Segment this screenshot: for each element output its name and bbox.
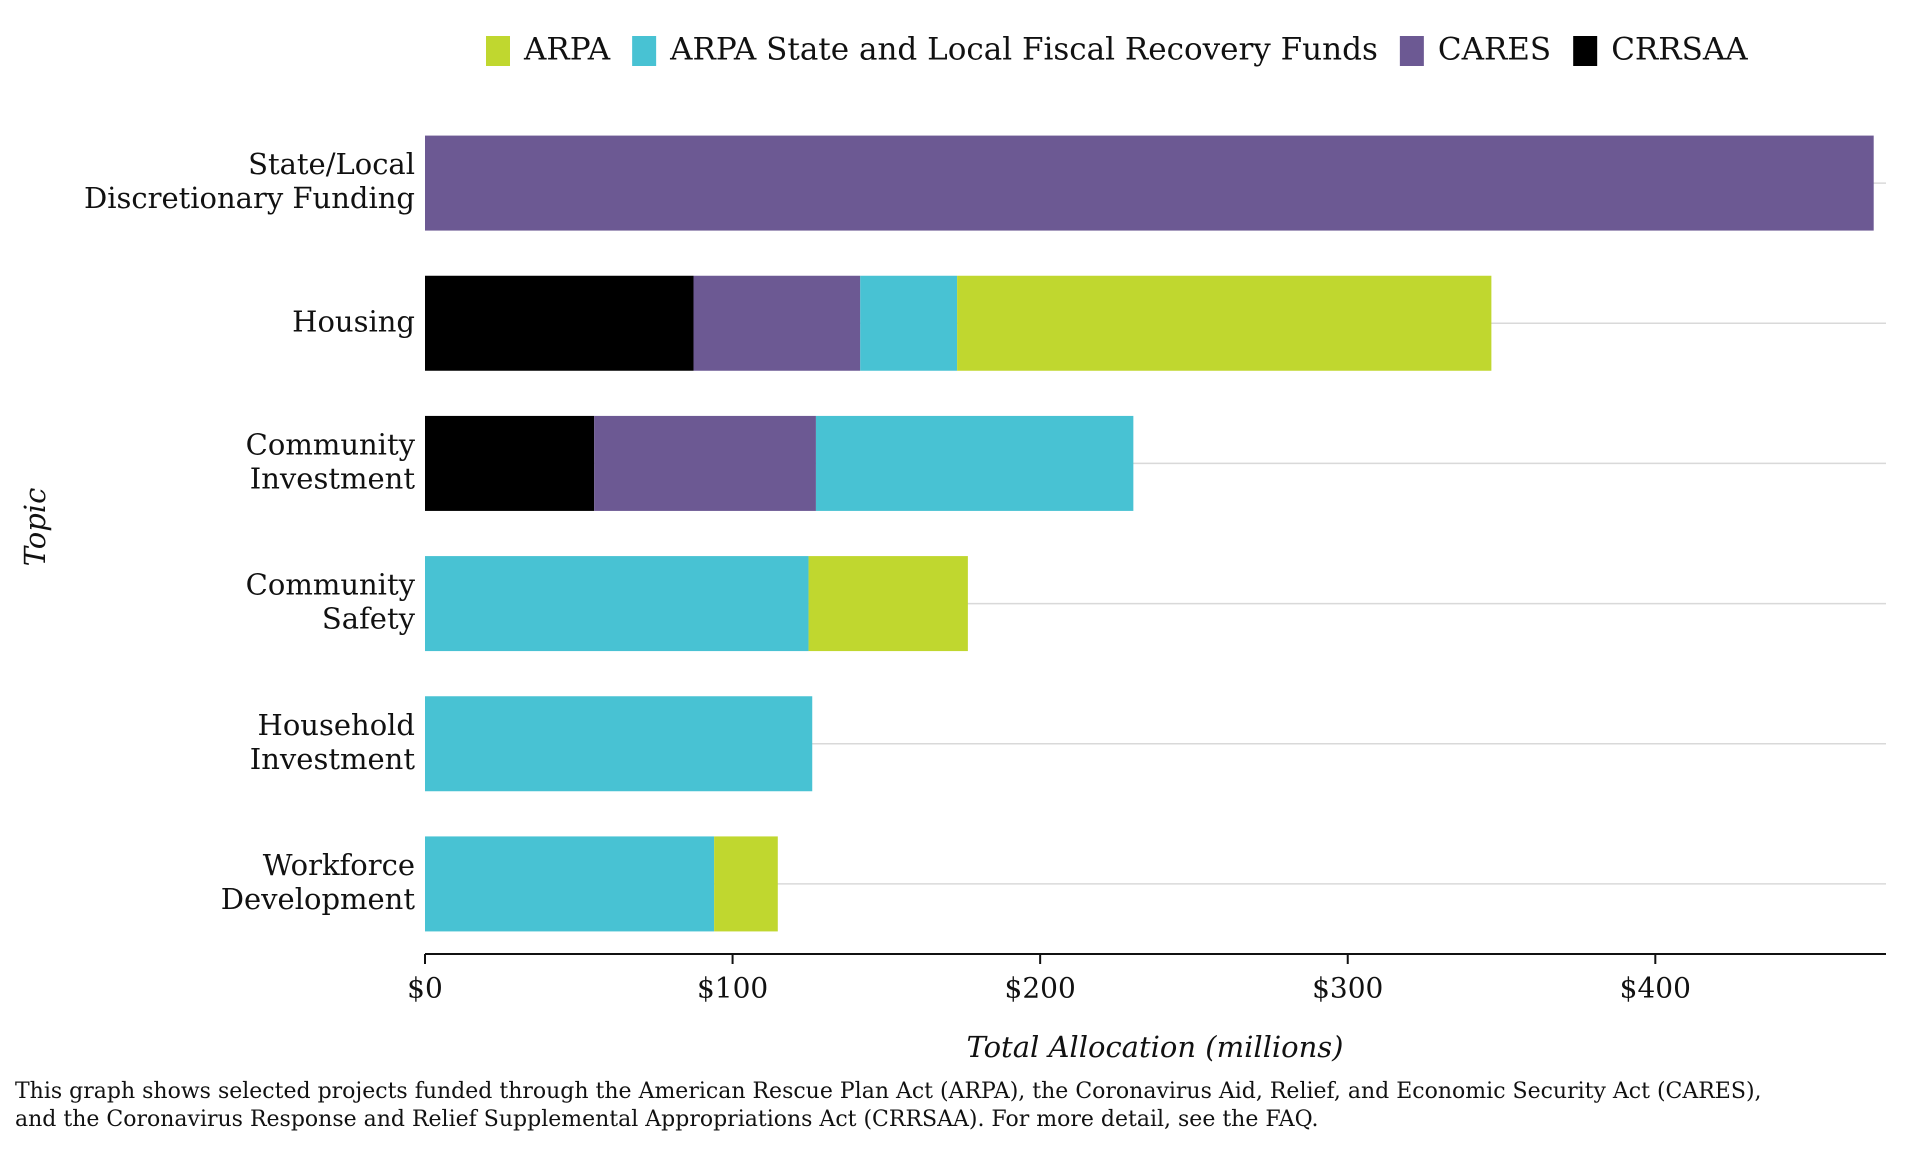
- y-tick-label: State/Local Discretionary Funding: [84, 147, 415, 215]
- legend-item: ARPA: [486, 32, 611, 68]
- y-tick-label: Workforce Development: [221, 848, 416, 916]
- footnote: and the Coronavirus Response and Relief …: [15, 1107, 1319, 1132]
- bar-segment: [425, 556, 809, 652]
- bar-segment: [594, 415, 816, 511]
- y-tick-label: Community Investment: [246, 427, 416, 495]
- x-tick-label: $200: [1005, 972, 1076, 1005]
- legend-label: ARPA State and Local Fiscal Recovery Fun…: [669, 32, 1378, 68]
- bar-segment: [425, 836, 715, 932]
- bar-segment: [808, 556, 968, 652]
- legend-item: CRRSAA: [1573, 32, 1748, 68]
- bar-segment: [693, 275, 861, 371]
- bar-segment: [425, 415, 595, 511]
- legend-swatch: [486, 36, 510, 66]
- bar-segment: [425, 135, 1874, 231]
- x-tick-label: $100: [697, 972, 768, 1005]
- bar-segment: [425, 275, 694, 371]
- legend-swatch: [632, 36, 657, 66]
- bar-segment: [815, 415, 1134, 511]
- legend-swatch: [1399, 36, 1424, 66]
- x-tick-label: $0: [407, 972, 443, 1005]
- bar-segment: [425, 696, 813, 792]
- x-axis-title: Total Allocation (millions): [967, 1030, 1344, 1064]
- y-axis-title: Topic: [18, 488, 52, 567]
- legend-label: CRRSAA: [1611, 32, 1748, 68]
- footnote: This graph shows selected projects funde…: [15, 1079, 1762, 1104]
- legend-label: ARPA: [523, 32, 611, 68]
- legend-swatch: [1573, 36, 1598, 66]
- bar-segment: [714, 836, 778, 932]
- legend-item: CARES: [1399, 32, 1551, 68]
- x-tick-label: $400: [1620, 972, 1691, 1005]
- y-tick-label: Housing: [292, 304, 415, 338]
- bar-segment: [860, 275, 958, 371]
- y-tick-label: Household Investment: [250, 708, 416, 776]
- legend-item: ARPA State and Local Fiscal Recovery Fun…: [632, 32, 1378, 68]
- x-tick-label: $300: [1312, 972, 1383, 1005]
- y-tick-label: Community Safety: [246, 568, 416, 636]
- legend-label: CARES: [1438, 32, 1551, 68]
- bar-segment: [957, 275, 1492, 371]
